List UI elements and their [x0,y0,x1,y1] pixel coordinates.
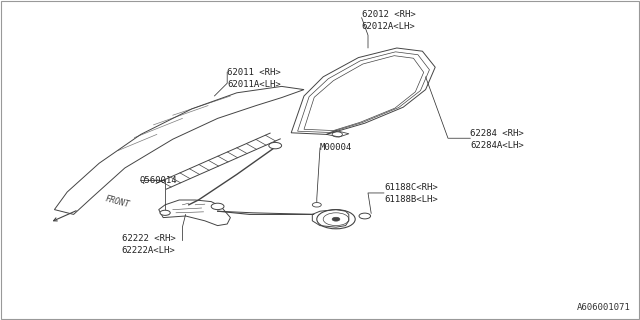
Circle shape [359,213,371,219]
Circle shape [160,210,170,215]
Text: 62011 <RH>
62011A<LH>: 62011 <RH> 62011A<LH> [227,68,281,89]
Circle shape [312,203,321,207]
Text: 62222 <RH>
62222A<LH>: 62222 <RH> 62222A<LH> [122,234,175,255]
Text: FRONT: FRONT [104,195,131,210]
Text: 62284 <RH>
62284A<LH>: 62284 <RH> 62284A<LH> [470,129,524,150]
Text: A606001071: A606001071 [577,303,630,312]
Circle shape [332,217,340,221]
Text: 62012 <RH>
62012A<LH>: 62012 <RH> 62012A<LH> [362,11,415,31]
Circle shape [269,142,282,149]
Text: 61188C<RH>
61188B<LH>: 61188C<RH> 61188B<LH> [384,183,438,204]
Text: M00004: M00004 [320,143,352,152]
Text: Q560014: Q560014 [140,176,177,185]
Circle shape [211,203,224,210]
